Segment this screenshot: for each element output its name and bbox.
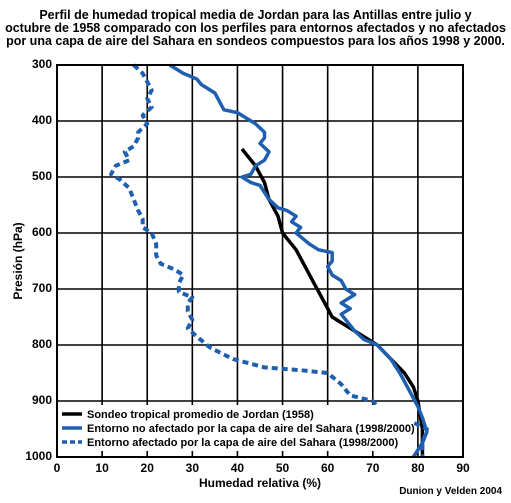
x-tick-label: 10 <box>95 461 109 475</box>
series-unaffected-sal-line <box>168 63 429 458</box>
source-credit: Dunion y Velden 2004 <box>399 486 502 497</box>
chart-title-line-3: por una capa de aire del Sahara en sonde… <box>6 34 505 48</box>
y-axis-label: Presión (hPa) <box>11 222 25 299</box>
y-tick-label: 300 <box>32 57 52 71</box>
plot-frame <box>56 64 464 458</box>
series-layer <box>109 63 429 458</box>
x-tick-label: 50 <box>276 461 290 475</box>
x-tick-label: 80 <box>411 461 425 475</box>
y-tick-label: 1000 <box>25 449 52 463</box>
grid <box>56 64 464 458</box>
x-tick-label: 0 <box>54 461 61 475</box>
legend-entry-affected-sal: Entorno afectado por la capa de aire del… <box>87 437 399 449</box>
y-tick-label: 800 <box>32 337 52 351</box>
x-axis-label: Humedad relativa (%) <box>199 476 321 490</box>
y-tick-label: 900 <box>32 393 52 407</box>
legend-entry-unaffected-sal: Entorno no afectado por la capa de aire … <box>87 423 415 435</box>
tick-labels: 0 10 20 30 40 50 60 70 80 90 300 400 500 600 700 800 900… <box>25 57 470 475</box>
x-tick-label: 30 <box>186 461 200 475</box>
x-tick-label: 90 <box>456 461 470 475</box>
y-tick-label: 700 <box>32 281 52 295</box>
series-affected-sal-line <box>109 63 429 457</box>
legend-entry-jordan-1958: Sondeo tropical promedio de Jordan (1958… <box>87 409 314 421</box>
legend: Sondeo tropical promedio de Jordan (1958… <box>59 405 415 451</box>
chart-title-line-1: Perfil de humedad tropical media de Jord… <box>39 8 472 22</box>
legend-background <box>59 405 414 451</box>
x-tick-label: 20 <box>141 461 155 475</box>
x-tick-label: 40 <box>231 461 245 475</box>
x-tick-label: 60 <box>321 461 335 475</box>
y-tick-label: 500 <box>32 169 52 183</box>
y-tick-label: 600 <box>32 225 52 239</box>
chart-title: Perfil de humedad tropical media de Jord… <box>0 9 511 48</box>
y-tick-label: 400 <box>32 113 52 127</box>
x-tick-label: 70 <box>366 461 380 475</box>
chart-title-line-2: octubre de 1958 comparado con los perfil… <box>5 21 506 35</box>
